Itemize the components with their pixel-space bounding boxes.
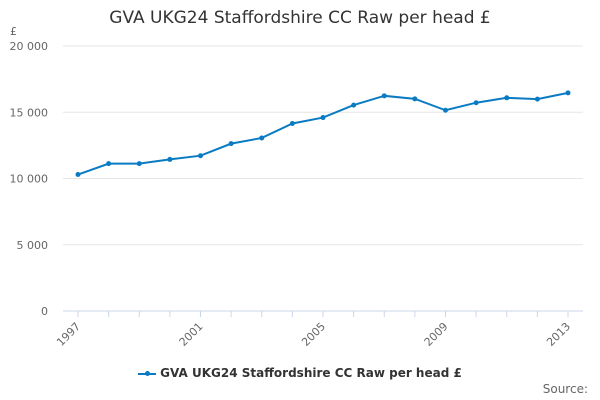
y-tick-label: 5 000: [17, 239, 49, 252]
legend-marker-icon: [138, 371, 157, 376]
data-point: [504, 95, 510, 101]
data-point: [412, 96, 418, 102]
data-point: [289, 121, 295, 127]
data-point: [473, 100, 479, 106]
data-point: [259, 135, 265, 141]
y-tick-label: 0: [41, 305, 48, 318]
legend-label: GVA UKG24 Staffordshire CC Raw per head …: [160, 366, 462, 380]
data-point: [534, 96, 540, 102]
data-point: [443, 107, 448, 113]
y-tick-label: 10 000: [10, 173, 49, 186]
x-tick-label: 2001: [177, 320, 206, 349]
source-label: Source:: [542, 382, 588, 396]
y-tick-label: 20 000: [10, 40, 49, 53]
chart-title: GVA UKG24 Staffordshire CC Raw per head …: [109, 8, 491, 28]
series-line: [77, 91, 569, 176]
data-point: [167, 156, 173, 162]
y-tick-label: 15 000: [10, 106, 49, 119]
data-point: [228, 141, 234, 147]
data-point: [320, 115, 326, 121]
x-tick-label: 2005: [299, 320, 328, 349]
data-point: [106, 161, 112, 167]
legend-item[interactable]: GVA UKG24 Staffordshire CC Raw per head …: [0, 366, 600, 380]
y-axis-unit-label: £: [10, 25, 17, 38]
data-point: [75, 172, 81, 178]
data-point: [351, 102, 357, 108]
x-tick-label: 2009: [422, 320, 451, 349]
data-point: [381, 93, 387, 99]
data-point: [565, 90, 571, 96]
data-point: [136, 161, 142, 167]
x-tick-label: 2013: [544, 320, 573, 349]
x-tick-label: 1997: [54, 320, 83, 349]
data-point: [198, 153, 203, 159]
